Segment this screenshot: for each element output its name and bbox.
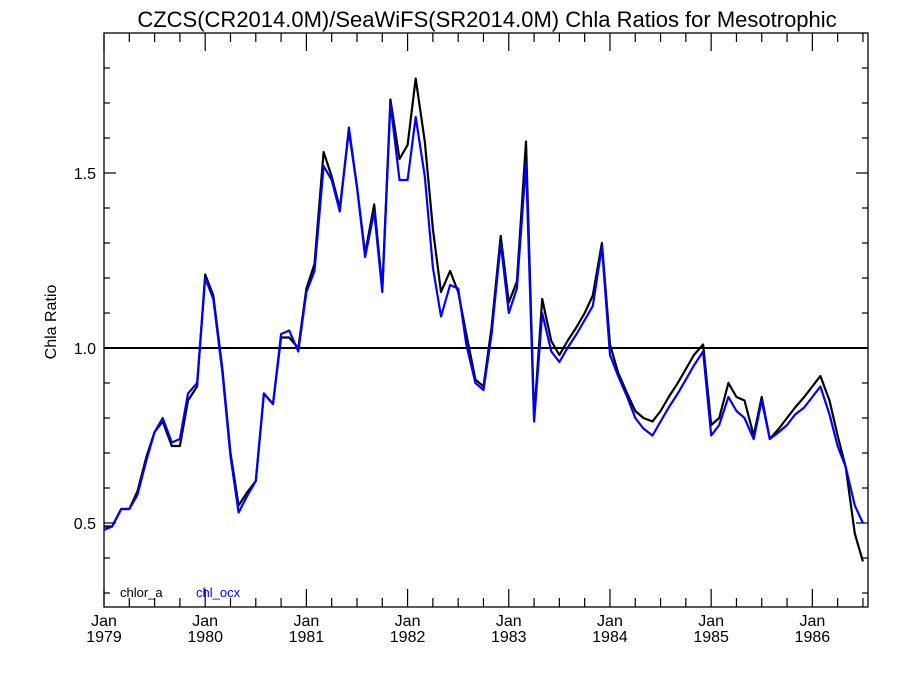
x-tick-month-label: Jan (395, 613, 421, 630)
series-line-chlor_a (104, 77, 864, 562)
x-tick-year-label: 1986 (795, 629, 831, 646)
x-tick-labels: Jan1979Jan1980Jan1981Jan1982Jan1983Jan19… (86, 613, 830, 646)
legend: chlor_a chl_ocx (120, 585, 241, 600)
y-axis-label: Chla Ratio (43, 285, 60, 360)
x-tick-month-label: Jan (799, 613, 825, 630)
legend-label-chlor_a: chlor_a (120, 585, 163, 600)
y-tick-label: 1.5 (74, 166, 96, 183)
y-tick-label: 0.5 (74, 516, 96, 533)
x-tick-year-label: 1984 (592, 629, 628, 646)
axis-ticks (103, 33, 868, 607)
x-tick-year-label: 1981 (289, 629, 325, 646)
y-tick-labels: 0.5 1.0 1.5 (74, 166, 96, 533)
x-tick-year-label: 1982 (390, 629, 426, 646)
y-tick-label: 1.0 (74, 341, 96, 358)
x-tick-month-label: Jan (496, 613, 522, 630)
x-tick-month-label: Jan (192, 613, 218, 630)
series-line-chl_ocx (103, 101, 864, 532)
series-lines (103, 77, 864, 562)
x-tick-year-label: 1980 (187, 629, 223, 646)
x-tick-month-label: Jan (597, 613, 623, 630)
x-tick-month-label: Jan (91, 613, 117, 630)
x-tick-year-label: 1983 (491, 629, 527, 646)
chart-title: CZCS(CR2014.0M)/SeaWiFS(SR2014.0M) Chla … (137, 7, 836, 32)
plot-frame (103, 32, 869, 608)
legend-label-chl_ocx: chl_ocx (196, 585, 241, 600)
x-tick-month-label: Jan (293, 613, 319, 630)
x-tick-year-label: 1979 (86, 629, 122, 646)
x-tick-month-label: Jan (698, 613, 724, 630)
x-tick-year-label: 1985 (693, 629, 729, 646)
